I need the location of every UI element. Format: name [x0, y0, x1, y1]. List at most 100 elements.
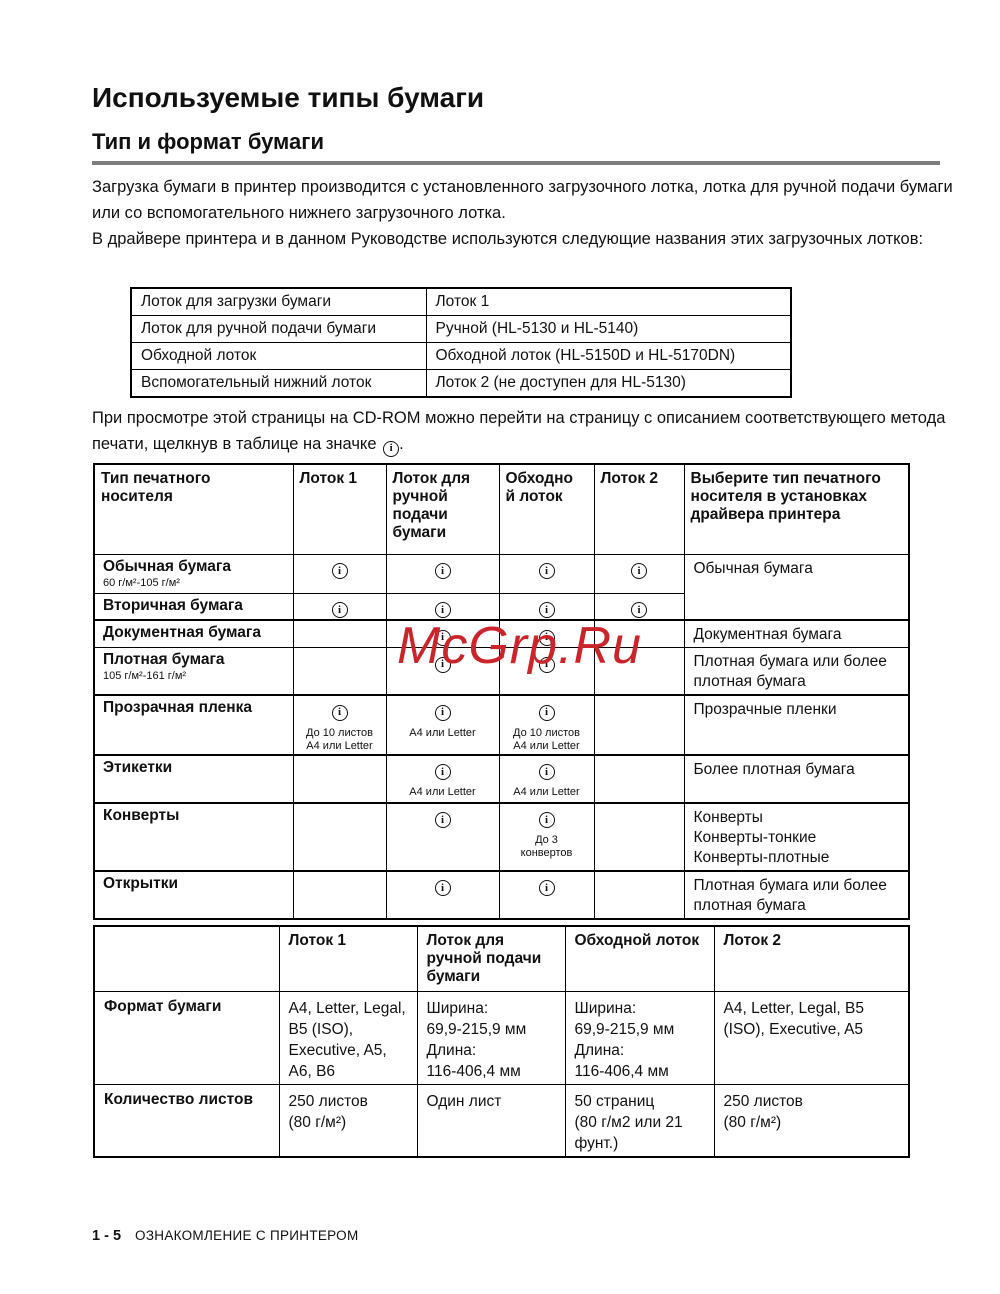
driver-setting-cell: Более плотная бумага: [683, 753, 910, 803]
table-row: Обычная бумага 60 г/м²-105 г/м² i i i i Обычна…: [93, 553, 910, 621]
tray-support-cell: i А4 или Letter: [498, 753, 595, 803]
tray-support-cell: i: [498, 553, 595, 594]
media-weight-label: 60 г/м²-105 г/м²: [103, 576, 180, 589]
tray-names-table: Лоток для загрузки бумаги Лоток 1 Лоток дл…: [130, 287, 792, 398]
info-icon: i: [434, 764, 451, 780]
media-type-label: Плотная бумага: [103, 651, 225, 668]
info-icon: i: [434, 563, 451, 579]
column-header: Лоток 1: [292, 463, 387, 555]
tray-support-cell: [292, 647, 387, 696]
media-type-cell: Этикетки: [93, 753, 294, 803]
info-icon: i: [538, 656, 555, 673]
media-types-table: Тип печатного носителя Лоток 1 Лоток для р…: [93, 463, 910, 920]
table-row: Обходной лоток Обходной лоток (HL-5150D и…: [130, 342, 792, 370]
intro-paragraph: Загрузка бумаги в принтер производится с…: [92, 178, 953, 222]
tray-support-cell: [593, 869, 685, 919]
table-row: Лоток для загрузки бумаги Лоток 1: [130, 287, 792, 316]
info-icon: i: [434, 629, 451, 646]
info-icon: i: [434, 602, 451, 618]
driver-setting-cell: Обычная бумага: [683, 553, 910, 621]
column-header: Тип печатного носителя: [93, 463, 294, 555]
info-icon: i: [331, 563, 348, 579]
driver-setting-cell: Плотная бумага или более плотная бумага: [683, 869, 910, 919]
tray-support-cell: [593, 801, 685, 871]
table-row: Формат бумаги A4, Letter, Legal, B5 (ISO)…: [93, 991, 910, 1085]
tray-support-cell: [292, 869, 387, 919]
tray-name-cell: Вспомогательный нижний лоток: [130, 369, 427, 398]
driver-setting-cell: Документная бумага: [683, 619, 910, 648]
driver-setting-cell: Плотная бумага или более плотная бумага: [683, 647, 910, 696]
driver-names-paragraph: В драйвере принтера и в данном Руководст…: [92, 230, 924, 248]
tray-support-cell: [292, 753, 387, 803]
tray-name-cell: Обходной лоток: [130, 342, 427, 370]
section-divider: [92, 161, 940, 165]
info-icon: i: [434, 656, 451, 673]
media-type-label: Документная бумага: [103, 624, 261, 641]
table-row: Вторичная бумага i i i i: [93, 592, 909, 621]
tray-support-cell: i До 10 листов А4 или Letter: [292, 694, 387, 755]
tray-support-cell: i: [292, 553, 387, 594]
tray-support-cell: i: [593, 553, 685, 594]
paper-spec-table: Лоток 1 Лоток для ручной подачи бумаги Обх…: [93, 925, 910, 1158]
media-type-cell: Вторичная бумага: [93, 592, 294, 621]
media-type-label: Конверты: [103, 806, 180, 824]
table-row: Прозрачная пленка i До 10 листов А4 или Le…: [93, 694, 910, 755]
table-row: Конверты i i До 3 конвертов Конверты Конверт…: [93, 801, 910, 871]
info-icon: i: [434, 704, 451, 721]
media-type-cell: Открытки: [93, 869, 294, 919]
info-icon: i: [538, 602, 555, 618]
spec-value-cell: 50 страниц (80 г/м2 или 21 фунт.): [564, 1084, 715, 1158]
tray-support-cell: i До 10 листов А4 или Letter: [498, 694, 595, 755]
column-header: Выберите тип печатного носителя в устано…: [683, 463, 910, 555]
tray-support-cell: i: [385, 553, 500, 594]
media-type-label: Этикетки: [103, 758, 173, 776]
spec-value-cell: 250 листов (80 г/м²): [278, 1084, 418, 1158]
spec-value-cell: 250 листов (80 г/м²): [713, 1084, 910, 1158]
media-type-label: Обычная бумага: [103, 557, 231, 575]
tray-support-note: До 10 листов А4 или Letter: [306, 726, 373, 752]
tray-value-cell: Лоток 1: [425, 287, 792, 316]
cdrom-note-paragraph: При просмотре этой страницы на CD-ROM мо…: [92, 405, 954, 457]
tray-support-cell: i А4 или Letter: [385, 753, 500, 803]
tray-support-note: А4 или Letter: [409, 786, 476, 798]
tray-support-cell: [593, 619, 685, 648]
table-row: Вспомогательный нижний лоток Лоток 2 (не …: [130, 369, 792, 398]
tray-support-note: А4 или Letter: [513, 786, 580, 798]
spec-value-cell: Ширина: 69,9-215,9 мм Длина: 116-406,4 м…: [564, 991, 715, 1085]
tray-value-cell: Ручной (HL-5130 и HL-5140): [425, 315, 792, 343]
tray-support-cell: i: [292, 592, 387, 621]
tray-name-cell: Лоток для ручной подачи бумаги: [130, 315, 427, 343]
tray-support-cell: i: [385, 801, 500, 871]
info-icon: i: [331, 704, 348, 721]
tray-support-note: До 3 конвертов: [520, 834, 573, 859]
info-icon: i: [331, 602, 348, 618]
table-row: Документная бумага i i Документная бумага: [93, 619, 910, 648]
section-subtitle: Тип и формат бумаги: [92, 129, 324, 154]
cdrom-note-text: При просмотре этой страницы на CD-ROM мо…: [92, 409, 946, 453]
media-type-label: Открытки: [103, 874, 178, 892]
page-title: Используемые типы бумаги: [92, 82, 485, 113]
table-row: Этикетки i А4 или Letter i А4 или Letter Боле…: [93, 753, 910, 803]
media-type-cell: Документная бумага: [93, 619, 294, 648]
tray-value-cell: Обходной лоток (HL-5150D и HL-5170DN): [425, 342, 792, 370]
cdrom-note-suffix: .: [399, 435, 404, 453]
media-type-label: Прозрачная пленка: [103, 699, 252, 716]
tray-support-cell: [292, 801, 387, 871]
driver-setting-cell: Прозрачные пленки: [683, 694, 910, 755]
page-footer: 1 - 5 ОЗНАКОМЛЕНИЕ С ПРИНТЕРОМ: [92, 1227, 359, 1244]
spec-row-label: Формат бумаги: [93, 991, 280, 1085]
driver-setting-cell: Конверты Конверты-тонкие Конверты-плотны…: [683, 801, 910, 871]
spec-value-cell: Ширина: 69,9-215,9 мм Длина: 116-406,4 м…: [416, 991, 566, 1085]
column-header: Лоток 2: [713, 925, 910, 992]
column-header: Лоток 1: [278, 925, 418, 992]
spec-value-cell: A4, Letter, Legal, B5 (ISO), Executive, …: [713, 991, 910, 1085]
spec-value-cell: A4, Letter, Legal, B5 (ISO), Executive, …: [278, 991, 418, 1085]
column-header: Лоток для ручной подачи бумаги: [385, 463, 500, 555]
table-row: Плотная бумага 105 г/м²-161 г/м² i i Плотная…: [93, 647, 910, 696]
tray-name-cell: Лоток для загрузки бумаги: [130, 287, 427, 316]
column-header: Лоток 2: [593, 463, 685, 555]
media-type-cell: Обычная бумага 60 г/м²-105 г/м²: [93, 553, 294, 594]
media-type-cell: Прозрачная пленка: [93, 694, 294, 755]
table-row: Количество листов 250 листов (80 г/м²) Оди…: [93, 1084, 910, 1158]
